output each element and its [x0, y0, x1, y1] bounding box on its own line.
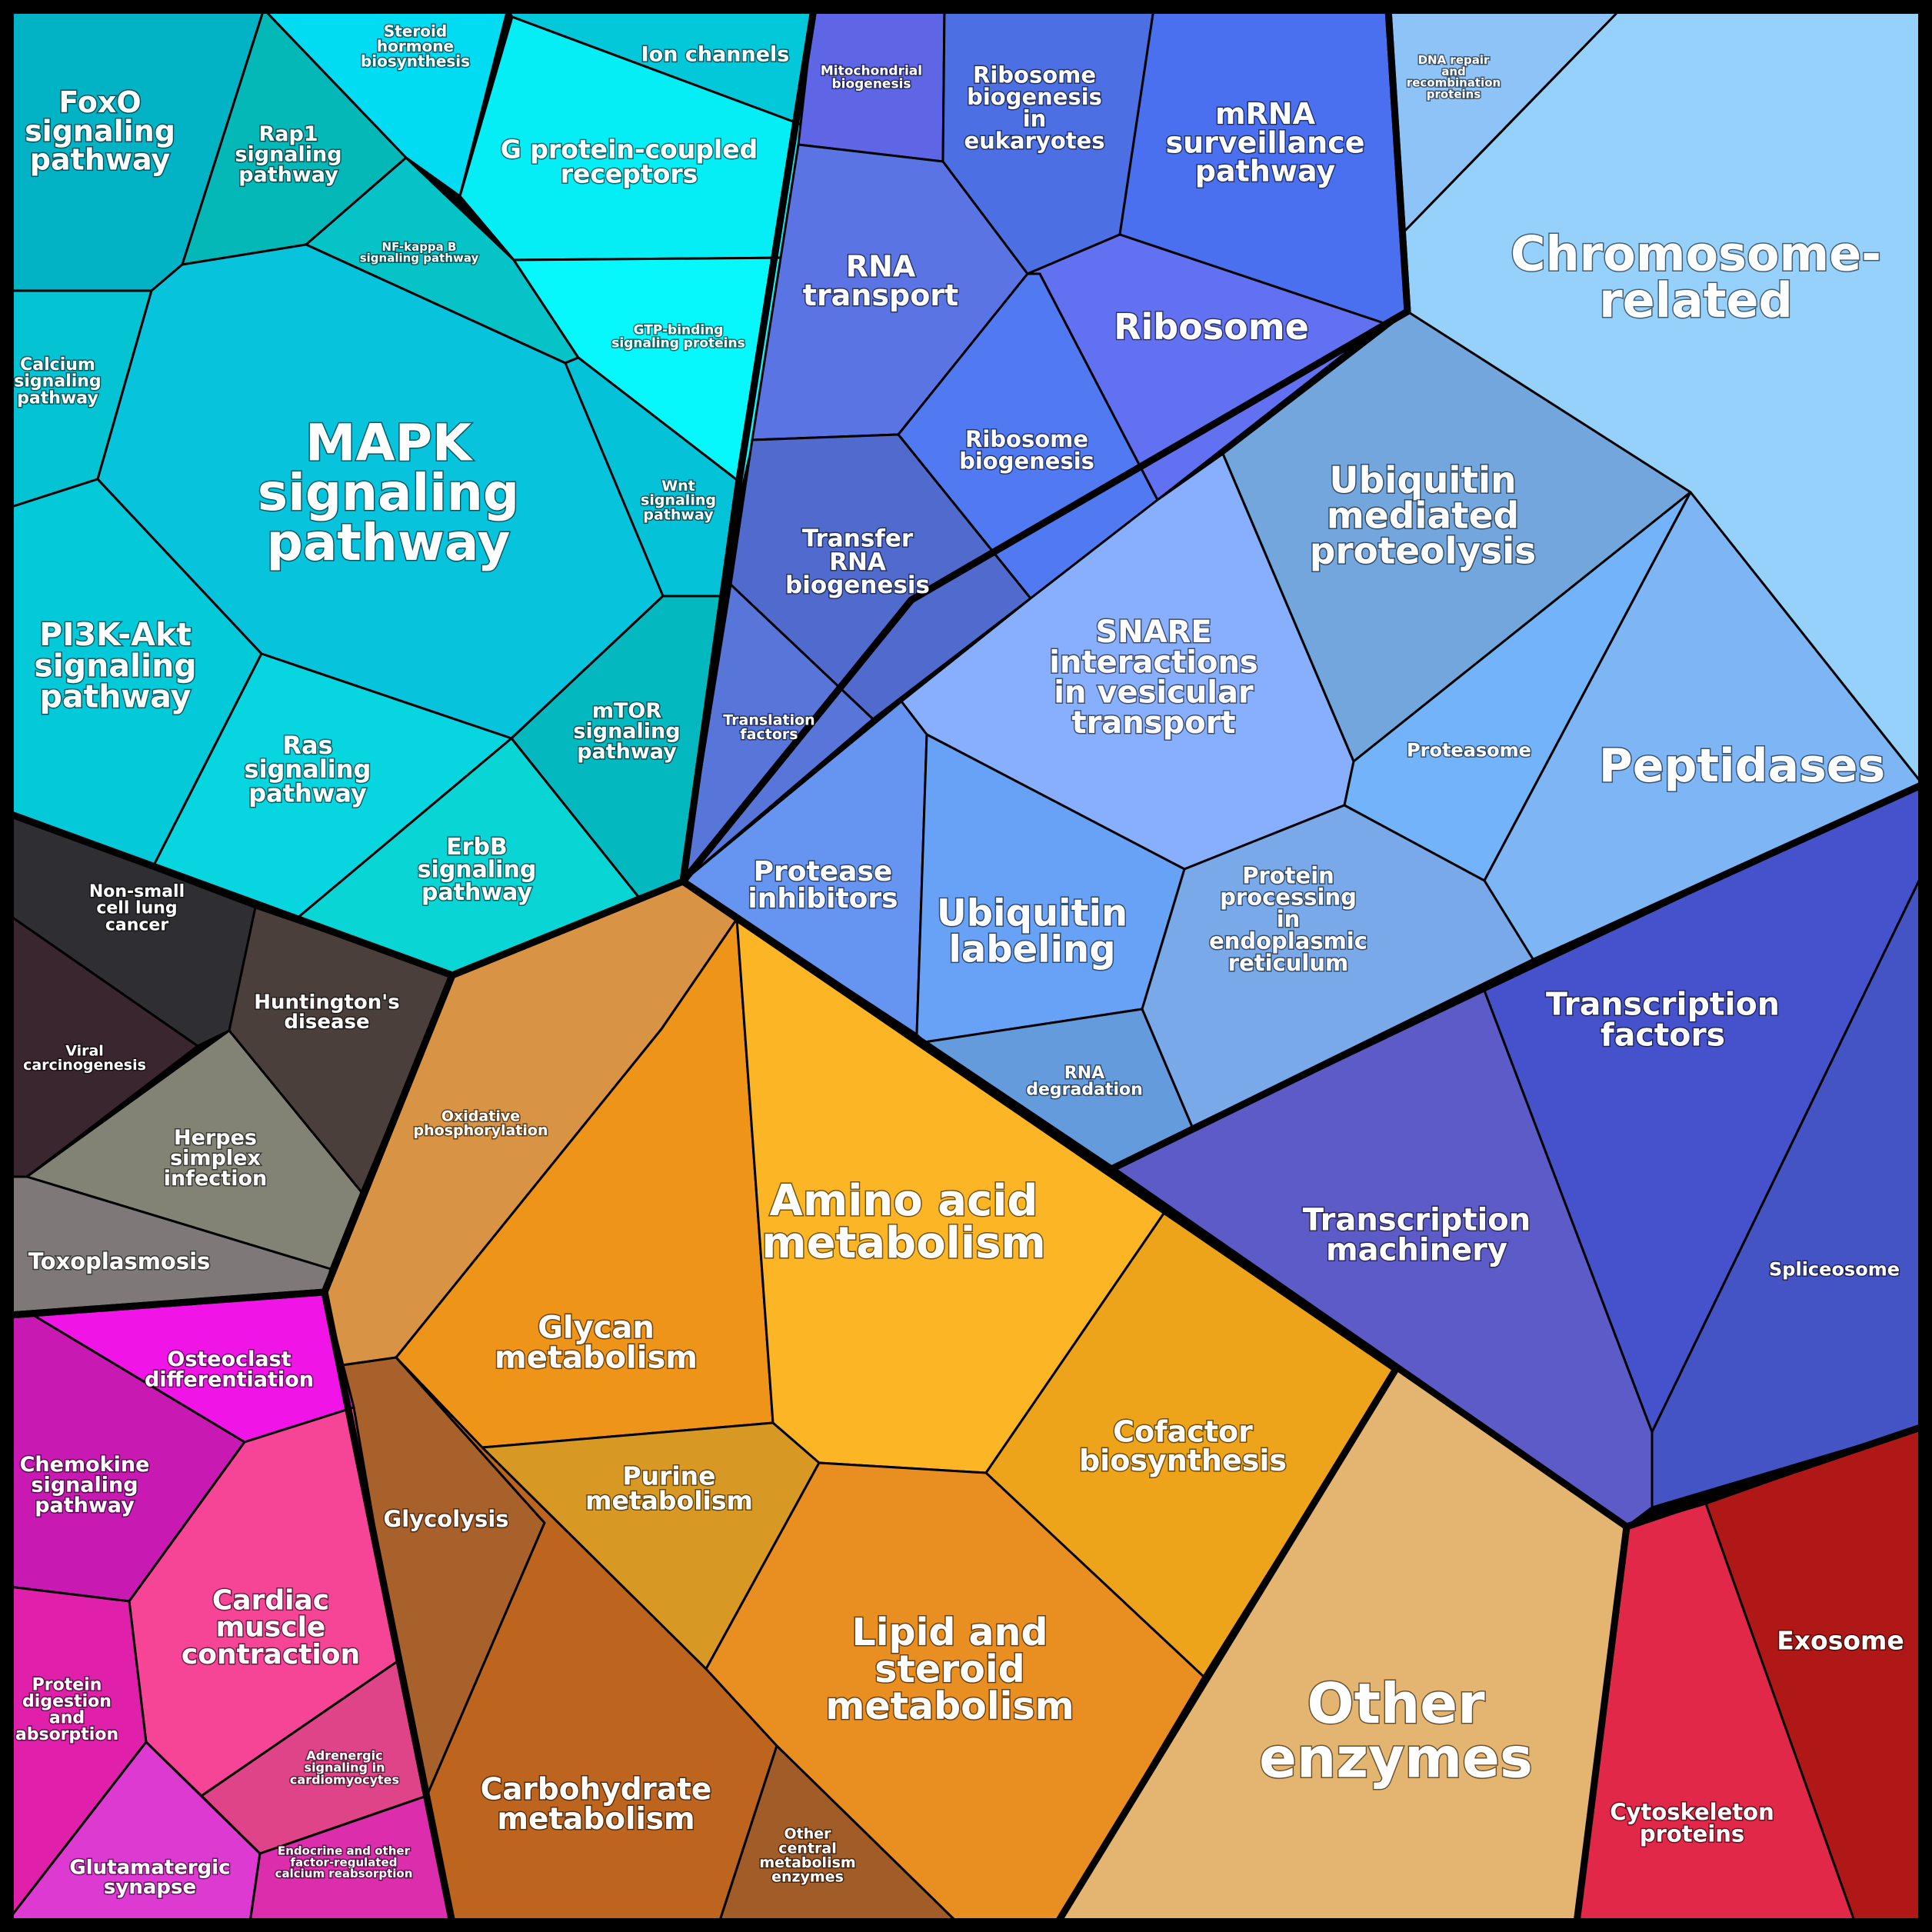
cell-mitochondrial-biogenesis[interactable] [797, 8, 946, 163]
cells-layer [8, 8, 1924, 1924]
